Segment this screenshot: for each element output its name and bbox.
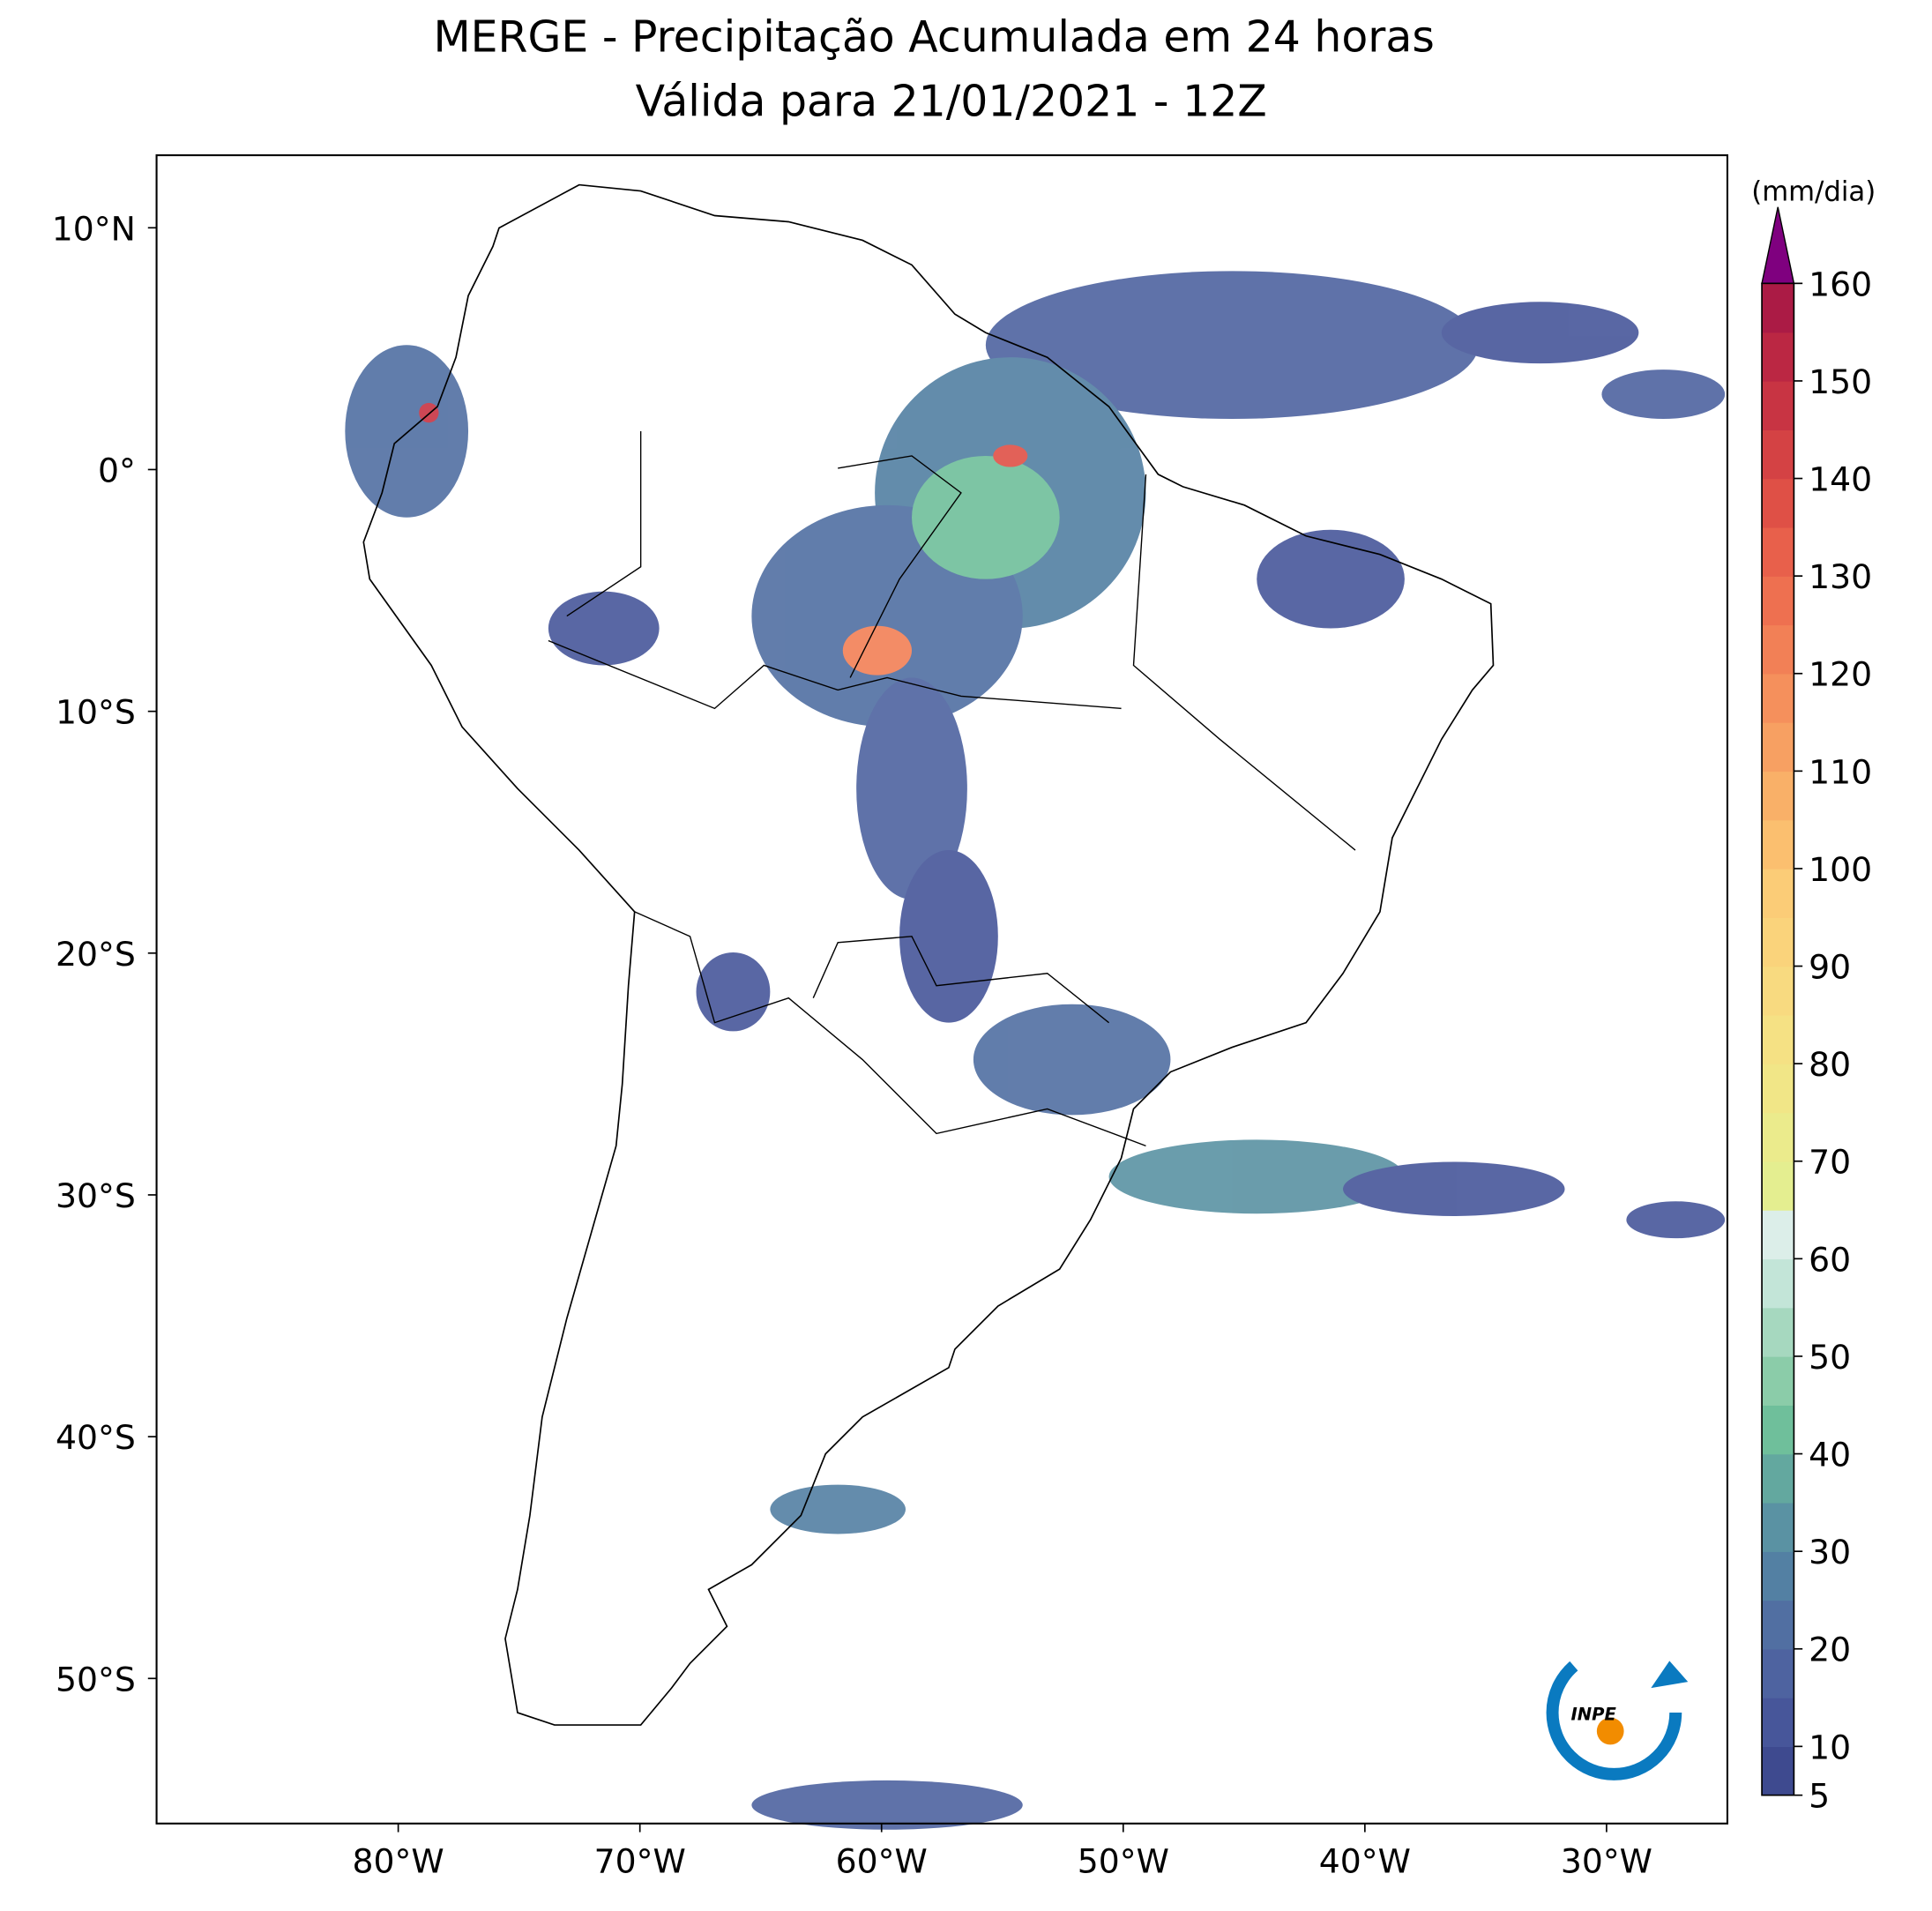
colorbar-tick-label: 80: [1809, 1045, 1851, 1084]
colorbar-segment: [1762, 526, 1794, 577]
colorbar-tick-label: 90: [1809, 948, 1851, 987]
colorbar-tick-label: 30: [1809, 1533, 1851, 1571]
y-tick-label: 10°S: [56, 693, 136, 732]
colorbar-tick-label: 70: [1809, 1143, 1851, 1182]
colorbar-segment: [1762, 1307, 1794, 1357]
y-tick-label: 10°N: [52, 209, 136, 248]
colorbar-tick-label: 5: [1809, 1777, 1830, 1816]
x-tick-label: 50°W: [1078, 1842, 1169, 1881]
colorbar-segment: [1762, 1161, 1794, 1211]
map-layer: [345, 183, 1726, 1830]
colorbar-segment: [1762, 966, 1794, 1016]
colorbar-segment: [1762, 429, 1794, 480]
y-tick-label: 40°S: [56, 1418, 136, 1457]
colorbar-segment: [1762, 380, 1794, 430]
borders: [548, 431, 1356, 1147]
colorbar-segment: [1762, 1698, 1794, 1748]
colorbar-segment: [1762, 673, 1794, 723]
colorbar-segment: [1762, 1502, 1794, 1552]
colorbar-segment: [1762, 917, 1794, 967]
colorbar-segment: [1762, 1746, 1794, 1796]
colorbar-segment: [1762, 771, 1794, 821]
colorbar-tick-label: 130: [1809, 557, 1872, 596]
colorbar-segment: [1762, 1405, 1794, 1455]
x-tick-label: 60°W: [836, 1842, 928, 1881]
logo-text: INPE: [1571, 1704, 1617, 1724]
y-tick-label: 0°: [98, 451, 136, 489]
colorbar-segment: [1762, 1258, 1794, 1309]
colorbar-segment: [1762, 1551, 1794, 1601]
colorbar-tick-label: 160: [1809, 265, 1872, 303]
colorbar-segment: [1762, 283, 1794, 333]
colorbar-segment: [1762, 624, 1794, 675]
colorbar-label: (mm/dia): [1751, 176, 1876, 208]
colorbar-segment: [1762, 1453, 1794, 1504]
coastline: [362, 183, 1495, 1726]
colorbar-segment: [1762, 576, 1794, 626]
colorbar-frame: [1761, 282, 1795, 1796]
colorbar-segment: [1762, 819, 1794, 870]
chart-subtitle: Válida para 21/01/2021 - 12Z: [636, 76, 1267, 126]
colorbar-tick-label: 110: [1809, 752, 1872, 791]
colorbar-tick-label: 50: [1809, 1338, 1851, 1377]
colorbar-tick-label: 60: [1809, 1240, 1851, 1279]
colorbar-segment: [1762, 1014, 1794, 1064]
y-tick-label: 20°S: [56, 935, 136, 974]
colorbar-segment: [1762, 722, 1794, 773]
colorbar-segment: [1762, 1648, 1794, 1698]
x-tick-label: 40°W: [1319, 1842, 1411, 1881]
y-tick-label: 50°S: [56, 1660, 136, 1698]
colorbar-segment: [1762, 332, 1794, 382]
colorbar-segment: [1762, 478, 1794, 528]
colorbar-tick-label: 10: [1809, 1728, 1851, 1766]
y-tick-label: 30°S: [56, 1176, 136, 1215]
colorbar-tick-label: 120: [1809, 655, 1872, 694]
logo: INPE: [1546, 1645, 1689, 1780]
colorbar-segment: [1762, 1600, 1794, 1650]
colorbar-tick-label: 20: [1809, 1631, 1851, 1669]
colorbar-extend: [1761, 206, 1795, 285]
colorbar-tick-label: 150: [1809, 362, 1872, 401]
x-tick-label: 80°W: [353, 1842, 444, 1881]
colorbar-segment: [1762, 868, 1794, 918]
colorbar-segment: [1762, 1210, 1794, 1260]
precipitation: [345, 271, 1726, 1830]
colorbar-segment: [1762, 1112, 1794, 1162]
chart-title: MERGE - Precipitação Acumulada em 24 hor…: [433, 12, 1434, 63]
colorbar-tick-label: 40: [1809, 1436, 1851, 1474]
colorbar-segment: [1762, 1355, 1794, 1406]
colorbar-tick-label: 100: [1809, 850, 1872, 889]
map-frame: [155, 153, 1728, 1825]
colorbar-tick-label: 140: [1809, 460, 1872, 499]
x-tick-label: 70°W: [594, 1842, 686, 1881]
x-tick-label: 30°W: [1561, 1842, 1652, 1881]
colorbar-segment: [1762, 1064, 1794, 1114]
